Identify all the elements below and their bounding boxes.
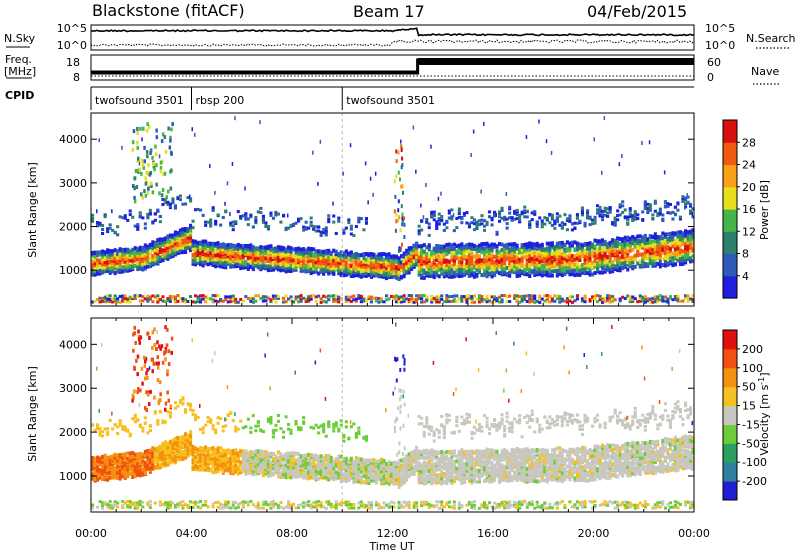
freq-left-tick-top: 18 [66, 56, 80, 69]
x-tick-label-0: 00:00 [75, 527, 107, 540]
power-colorbar-swatch-7 [723, 120, 737, 143]
freq-right-tick-bottom: 0 [707, 71, 714, 84]
velocity-colorbar-tick-3: 15 [742, 400, 756, 413]
power-colorbar-tick-0: 4 [742, 270, 749, 283]
velocity-colorbar-swatch-2 [723, 443, 737, 463]
frequency-band [417, 58, 694, 65]
noise-panel-frame [90, 24, 695, 51]
power-y-axis: 1000 2000 3000 4000 [59, 133, 694, 277]
velocity-colorbar-tick-4: -15 [742, 418, 760, 431]
freq-right-tick-top: 60 [707, 56, 721, 69]
power-x-tickmarks [90, 300, 695, 306]
velocity-colorbar-swatch-4 [723, 405, 737, 425]
power-colorbar-swatch-2 [723, 231, 737, 255]
noise-traces [90, 27, 695, 47]
velocity-ytick-label-2: 3000 [59, 382, 87, 395]
cpid-segment-label-1: rbsp 200 [196, 94, 245, 107]
velocity-colorbar-swatch-3 [723, 424, 737, 444]
power-colorbar-tick-2: 12 [742, 225, 756, 238]
freq-left-tick-bottom: 8 [73, 71, 80, 84]
power-ytick-label-3: 4000 [59, 133, 87, 146]
noise-right-tick-bottom: 10^0 [705, 39, 735, 52]
x-axis-label: Time UT [368, 540, 414, 553]
velocity-colorbar-swatch-5 [723, 386, 737, 407]
noise-left-tick-bottom: 10^0 [57, 39, 87, 52]
noise-right-tick-top: 10^5 [705, 22, 735, 35]
cpid-segment-label-0: twofsound 3501 [95, 94, 184, 107]
power-colorbar-swatch-5 [723, 164, 737, 188]
power-ytick-label-1: 2000 [59, 221, 87, 234]
nsearch-label: N.Search [746, 32, 796, 45]
power-ytick-label-0: 1000 [59, 264, 87, 277]
velocity-colorbar-tick-7: -200 [742, 475, 767, 488]
velocity-colorbar-tick-0: 200 [742, 343, 763, 356]
velocity-panel: 1000 2000 3000 4000 00:00 04:00 08:00 12:00 16:… [26, 317, 771, 540]
velocity-y-label: Slant Range [km] [26, 366, 39, 462]
velocity-colorbar-tick-5: -50 [742, 437, 760, 450]
x-tick-label-6: 00:00 [678, 527, 710, 540]
power-colorbar-swatch-4 [723, 186, 737, 210]
power-colorbar-label: Power [dB] [758, 180, 771, 240]
freq-traces [91, 58, 694, 77]
beam-title: Beam 17 [353, 2, 425, 21]
velocity-colorbar-swatch-1 [723, 462, 737, 482]
power-colorbar-tick-5: 24 [742, 159, 756, 172]
cpid-marks: twofsound 3501 rbsp 200 twofsound 3501 [90, 87, 435, 110]
velocity-colorbar-tick-2: 50 [742, 381, 756, 394]
cpid-segment-label-2: twofsound 3501 [346, 94, 435, 107]
velocity-cells [91, 322, 695, 510]
frequency-panel: 18 8 60 0 [66, 54, 721, 84]
velocity-colorbar-tick-6: -100 [742, 456, 767, 469]
x-tick-label-1: 04:00 [176, 527, 208, 540]
power-colorbar-tick-6: 28 [742, 136, 756, 149]
cpid-label: CPID [5, 89, 34, 102]
velocity-colorbar: 200 100 50 15 -15 -50 -100 -200 [722, 329, 767, 501]
power-colorbar-swatch-0 [723, 275, 737, 299]
station-title: Blackstone (fitACF) [92, 1, 245, 20]
power-colorbar-swatch-3 [723, 209, 737, 232]
date-title: 04/Feb/2015 [587, 2, 687, 21]
velocity-colorbar-swatch-0 [723, 481, 737, 501]
power-colorbar: 4 8 12 16 20 24 28 [722, 119, 756, 299]
power-ytick-label-2: 3000 [59, 177, 87, 190]
velocity-ytick-label-3: 4000 [59, 338, 87, 351]
power-colorbar-tick-3: 16 [742, 203, 756, 216]
power-colorbar-tick-4: 20 [742, 181, 756, 194]
x-tick-label-5: 20:00 [578, 527, 610, 540]
nsky-label: N.Sky [4, 32, 36, 45]
freq-label: Freq. [5, 53, 32, 66]
velocity-colorbar-swatch-7 [723, 348, 737, 369]
velocity-colorbar-tick-1: 100 [742, 362, 763, 375]
x-tick-label-2: 08:00 [276, 527, 308, 540]
freq-unit-label: [MHz] [4, 65, 36, 78]
freq-panel-frame [90, 54, 695, 81]
nsearch-trace [90, 39, 695, 47]
cpid-panel: twofsound 3501 rbsp 200 twofsound 3501 [90, 86, 694, 110]
velocity-colorbar-swatch-6 [723, 367, 737, 388]
power-colorbar-tick-1: 8 [742, 248, 749, 261]
noise-left-tick-top: 10^5 [57, 22, 87, 35]
time-x-axis: 00:00 04:00 08:00 12:00 16:00 20:00 00:00 [75, 318, 710, 540]
velocity-colorbar-label: Velocity [m s-1] [757, 372, 771, 455]
power-cells [91, 116, 695, 304]
velocity-ytick-label-0: 1000 [59, 470, 87, 483]
velocity-colorbar-swatch-8 [723, 330, 737, 350]
velocity-ytick-label-1: 2000 [59, 426, 87, 439]
noise-panel: 10^5 10^0 10^5 10^0 [57, 22, 735, 52]
velocity-y-axis: 1000 2000 3000 4000 [59, 338, 694, 483]
x-tick-label-3: 12:00 [377, 527, 409, 540]
velocity-colorbar-frame [722, 329, 738, 501]
nave-label: Nave [751, 65, 779, 78]
power-colorbar-swatch-6 [723, 142, 737, 166]
nsky-trace [90, 27, 695, 37]
power-y-label: Slant Range [km] [26, 162, 39, 258]
power-colorbar-swatch-1 [723, 253, 737, 277]
power-panel: 1000 2000 3000 4000 Slant Range [km] 4 8 12 16… [26, 112, 771, 307]
x-tick-label-4: 16:00 [477, 527, 509, 540]
